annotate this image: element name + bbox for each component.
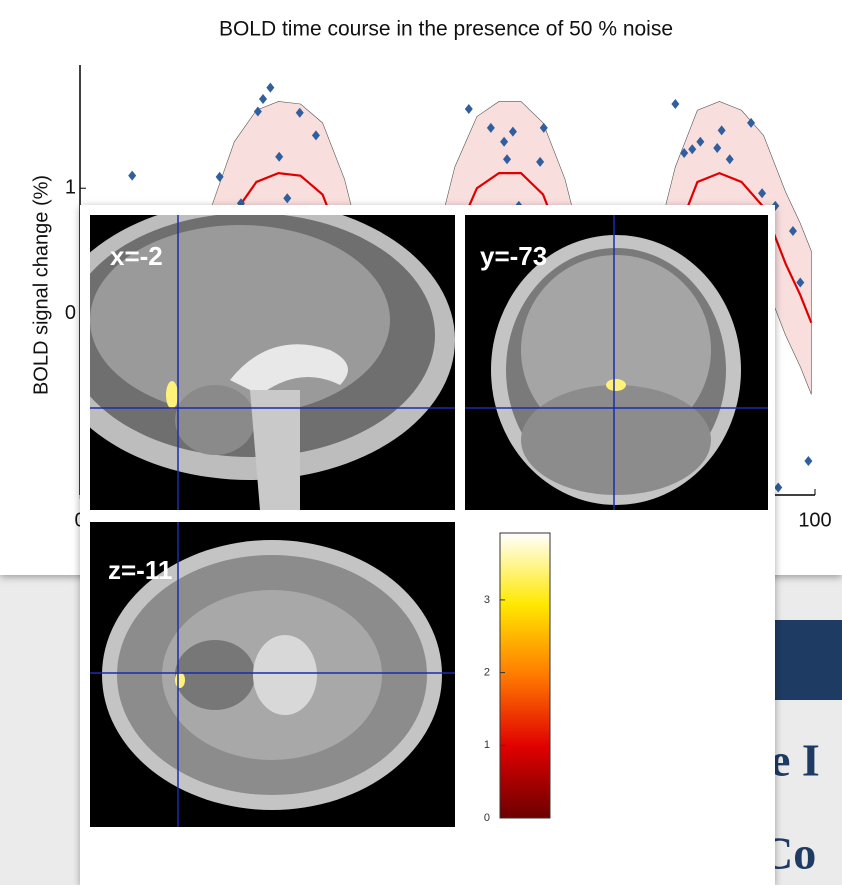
colorbar-tick-label: 1 (484, 739, 490, 751)
colorbar-tick-label: 2 (484, 666, 490, 678)
chart-title: BOLD time course in the presence of 50 %… (219, 18, 673, 41)
colorbar-tick-label: 0 (484, 812, 490, 824)
y-tick-label: 0 (65, 302, 76, 324)
slice-label: z=-11 (108, 555, 172, 585)
x-tick-label: 100 (798, 509, 831, 531)
page: BOLD time course in the presence of 50 %… (0, 0, 842, 885)
sagittal-slice (45, 200, 455, 510)
background-text: e I (770, 735, 820, 786)
slice-label: y=-73 (480, 241, 547, 271)
colorbar (500, 533, 550, 818)
banner (775, 620, 842, 700)
screenshot: BOLD time course in the presence of 50 %… (0, 0, 842, 885)
y-tick-label: 1 (65, 176, 76, 198)
slice-label: x=-2 (110, 241, 163, 271)
brain-panel: x=-2 y=-73 z=-11 0 1 2 3 (45, 200, 775, 885)
y-axis-label: BOLD signal change (%) (30, 175, 52, 395)
colorbar-tick-label: 3 (484, 594, 490, 606)
